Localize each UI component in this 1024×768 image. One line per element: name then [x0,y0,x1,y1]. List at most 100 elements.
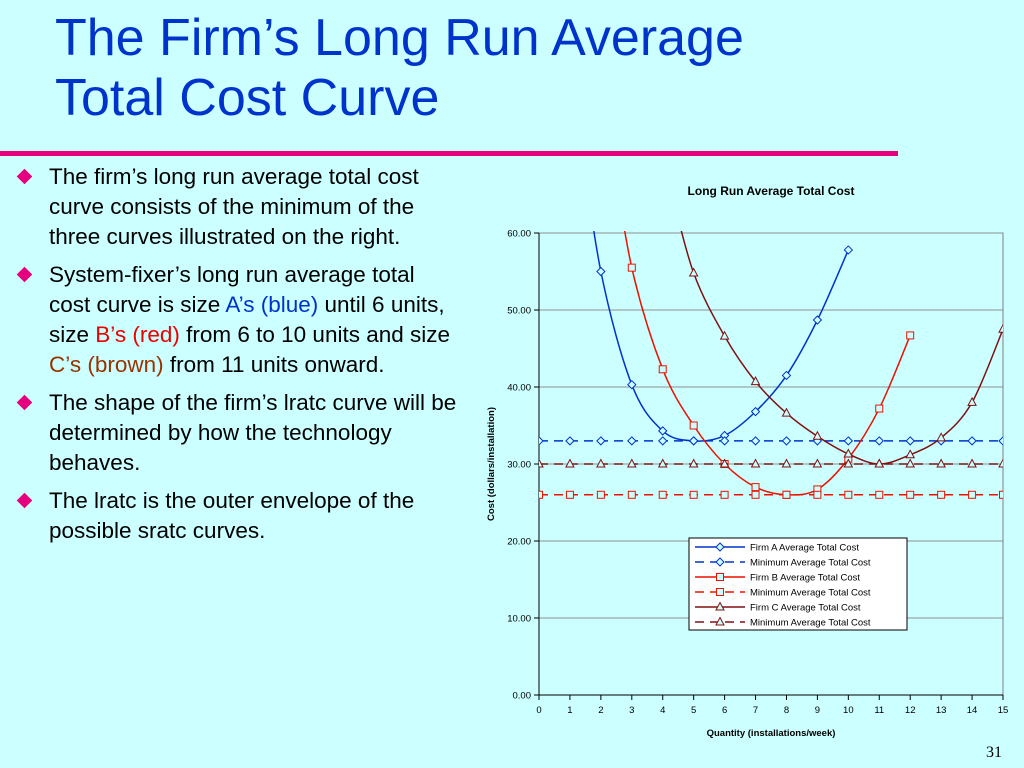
data-point [999,490,1003,499]
data-point [627,436,637,446]
data-point [719,330,730,340]
data-point [750,458,761,468]
x-tick-label: 13 [936,705,947,716]
data-point [719,436,730,446]
legend-marker [716,573,724,581]
x-axis-label: Quantity (installations/week) [707,728,836,739]
legend-item: Minimum Average Total Cost [695,616,871,629]
data-point [998,436,1003,446]
x-tick-label: 1 [567,705,572,716]
data-point [843,436,854,446]
bullet-diamond-icon [16,394,33,411]
data-point [750,436,761,446]
legend: Firm A Average Total Cost Minimum Average… [688,537,908,631]
legend-label: Minimum Average Total Cost [750,558,871,569]
bullet-text: A’s (blue) [225,292,319,317]
data-point [565,436,575,446]
data-point [689,490,698,499]
data-point [657,458,668,468]
data-point [968,490,977,499]
bullet-item: The shape of the firm’s lratc curve will… [16,388,458,478]
data-point [688,436,699,446]
title-line-1: The Firm’s Long Run Average [55,9,744,67]
data-point [539,458,544,468]
legend-label: Firm C Average Total Cost [750,603,861,614]
bullet-text: System-fixer’s long run average total co… [49,262,415,317]
data-point [998,458,1003,468]
data-point [688,267,699,277]
y-tick-label: 10.00 [507,614,531,625]
bullet-text: from 11 units onward. [163,352,385,377]
y-tick-label: 40.00 [507,383,531,394]
legend-marker [715,542,725,552]
data-point [539,490,543,499]
data-point [627,263,636,272]
series-line [680,231,1003,465]
bullet-text: C’s (brown) [49,352,164,377]
data-point [688,458,699,468]
data-point [626,458,637,468]
x-tick-label: 6 [722,705,727,716]
data-point [539,436,544,446]
y-axis-label: Cost (dollars/installation) [486,407,497,521]
data-point [658,365,667,374]
bullet-text: until 6 units, size [49,292,445,347]
x-tick-label: 2 [598,705,603,716]
data-point [596,436,606,446]
bullet-text: The lratc is the outer envelope of the p… [49,488,415,543]
legend-item: Firm A Average Total Cost [695,542,859,554]
legend-marker [715,557,725,567]
legend-marker [715,616,725,626]
data-point [751,483,760,492]
x-tick-label: 4 [660,705,665,716]
data-point [844,490,853,499]
legend-marker [715,601,725,611]
x-tick-label: 10 [843,705,854,716]
data-point [781,370,792,381]
data-point [565,458,575,468]
data-point [905,458,916,468]
data-point [812,315,823,325]
data-point [843,458,854,468]
slide-title: The Firm’s Long Run Average Total Cost C… [55,8,955,128]
data-point [936,458,946,468]
bullet-item: System-fixer’s long run average total co… [16,260,458,380]
legend-box [688,537,908,631]
y-tick-label: 0.00 [513,691,532,702]
data-point [967,396,977,406]
bullet-item: The firm’s long run average total cost c… [16,162,458,252]
data-point [750,376,761,386]
data-point [875,490,884,499]
data-point [874,436,884,446]
x-tick-label: 7 [753,705,758,716]
x-tick-label: 8 [784,705,789,716]
bullet-text: B’s (red) [95,322,180,347]
legend-item: Minimum Average Total Cost [695,588,871,599]
bullet-item: The lratc is the outer envelope of the p… [16,486,458,546]
x-tick-label: 12 [905,705,916,716]
data-point [689,421,698,430]
x-tick-label: 15 [998,705,1009,716]
data-point [627,490,636,499]
data-point [781,436,792,446]
data-point [875,404,884,413]
legend-item: Minimum Average Total Cost [695,557,871,569]
legend-label: Minimum Average Total Cost [750,618,871,629]
data-point [751,490,760,499]
bullet-diamond-icon [16,492,33,509]
legend-label: Firm A Average Total Cost [750,543,859,554]
data-point [596,458,606,468]
data-point [906,331,915,340]
data-point [843,448,854,458]
y-tick-label: 50.00 [507,306,531,317]
series-5 [539,458,1003,468]
bullet-diamond-icon [16,266,33,283]
data-point [658,426,668,436]
title-divider [0,151,898,156]
data-point [781,458,792,468]
data-point [719,458,730,468]
legend-item: Firm B Average Total Cost [695,573,860,584]
data-point [813,490,822,499]
data-point [812,458,823,468]
x-tick-label: 11 [874,705,884,716]
